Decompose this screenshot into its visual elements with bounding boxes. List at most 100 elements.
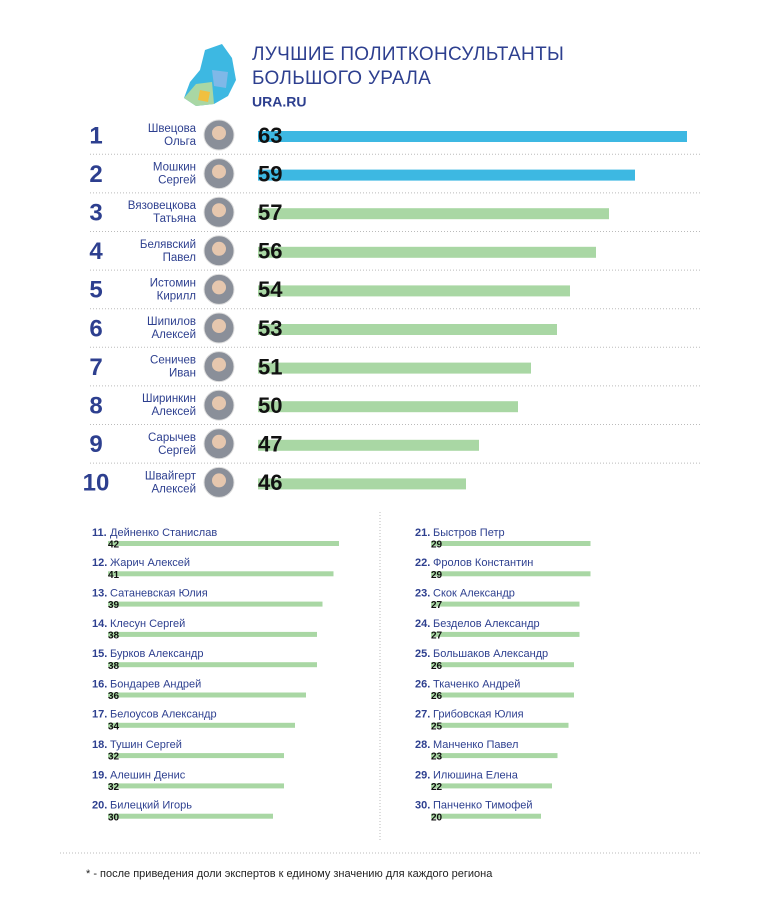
- value-label: 32: [108, 752, 120, 763]
- rank: 15.: [92, 648, 107, 660]
- name: Безделов Александр: [433, 618, 540, 630]
- value-label: 36: [108, 691, 120, 702]
- bar: [431, 631, 580, 637]
- rank: 20.: [92, 800, 107, 812]
- rank: 30.: [415, 800, 430, 812]
- source: URA.RU: [252, 94, 306, 110]
- rank: 24.: [415, 618, 430, 630]
- surname: Сеничев: [150, 355, 196, 367]
- bar: [258, 478, 466, 490]
- name: Ткаченко Андрей: [433, 678, 520, 690]
- photo-face: [212, 396, 226, 411]
- rank: 19.: [92, 769, 107, 781]
- value-label: 42: [108, 540, 120, 551]
- rank: 5: [89, 277, 102, 304]
- value-label: 34: [108, 721, 120, 732]
- rank: 18.: [92, 739, 107, 751]
- bar: [258, 285, 570, 297]
- photo-face: [212, 434, 226, 449]
- rank: 1: [89, 122, 102, 149]
- bar: [431, 662, 574, 668]
- bar: [108, 571, 334, 577]
- rank: 13.: [92, 588, 107, 600]
- given-name: Иван: [169, 368, 196, 380]
- photo-face: [212, 473, 226, 488]
- rank: 16.: [92, 678, 107, 690]
- value-label: 53: [258, 316, 282, 341]
- title-line: ЛУЧШИЕ ПОЛИТКОНСУЛЬТАНТЫ: [252, 44, 564, 65]
- name: Жарич Алексей: [110, 557, 190, 569]
- value-label: 23: [431, 752, 443, 763]
- rank: 23.: [415, 588, 430, 600]
- photo-face: [212, 164, 226, 179]
- bar: [431, 753, 558, 759]
- name: Илюшина Елена: [433, 769, 519, 781]
- value-label: 47: [258, 432, 282, 457]
- value-label: 46: [258, 470, 282, 495]
- photo-face: [212, 319, 226, 333]
- rank: 2: [89, 161, 102, 188]
- value-label: 38: [108, 661, 120, 672]
- bar: [108, 813, 273, 819]
- rank: 25.: [415, 648, 430, 660]
- name: Панченко Тимофей: [433, 800, 533, 812]
- surname: Истомин: [150, 277, 196, 289]
- bar: [108, 601, 323, 607]
- rank: 17.: [92, 709, 107, 721]
- rank: 28.: [415, 739, 430, 751]
- value-label: 20: [431, 812, 443, 823]
- rank: 11.: [92, 527, 107, 539]
- name: Дейненко Станислав: [110, 527, 217, 539]
- value-label: 30: [108, 812, 120, 823]
- title: ЛУЧШИЕ ПОЛИТКОНСУЛЬТАНТЫ БОЛЬШОГО УРАЛА: [252, 44, 564, 89]
- bar: [431, 722, 569, 728]
- name: Быстров Петр: [433, 527, 505, 539]
- name: Билецкий Игорь: [110, 800, 192, 812]
- value-label: 32: [108, 782, 120, 793]
- surname: Швайгерт: [145, 470, 197, 482]
- rank: 12.: [92, 557, 107, 569]
- surname: Шипилов: [147, 316, 196, 328]
- given-name: Кирилл: [157, 290, 196, 302]
- rank: 14.: [92, 618, 107, 630]
- value-label: 54: [258, 277, 283, 302]
- value-label: 27: [431, 631, 443, 642]
- name: Бурков Александр: [110, 648, 203, 660]
- rank: 22.: [415, 557, 430, 569]
- bar: [258, 208, 609, 220]
- value-label: 29: [431, 570, 443, 581]
- name: Грибовская Юлия: [433, 709, 524, 721]
- bar: [108, 662, 317, 668]
- photo-face: [212, 126, 226, 140]
- value-label: 38: [108, 631, 120, 642]
- photo-face: [212, 280, 226, 295]
- photo-face: [212, 241, 226, 256]
- bar: [431, 571, 591, 577]
- rank: 3: [89, 200, 102, 227]
- value-label: 50: [258, 393, 282, 418]
- given-name: Павел: [163, 252, 196, 264]
- photo-face: [212, 203, 226, 218]
- bar: [108, 631, 317, 637]
- surname: Сарычев: [148, 432, 196, 444]
- photo-face: [212, 357, 226, 372]
- name: Тушин Сергей: [110, 739, 182, 751]
- rank: 4: [89, 238, 103, 265]
- surname: Белявский: [140, 239, 196, 251]
- given-name: Ольга: [164, 136, 196, 148]
- rank: 6: [89, 315, 102, 342]
- bar: [258, 324, 557, 335]
- name: Фролов Константин: [433, 557, 533, 569]
- title-line: БОЛЬШОГО УРАЛА: [252, 68, 431, 89]
- bar: [108, 783, 284, 789]
- bar: [431, 813, 541, 819]
- surname: Мошкин: [153, 162, 196, 174]
- bar: [258, 362, 531, 374]
- bar: [258, 401, 518, 413]
- bar: [108, 722, 295, 728]
- bar: [258, 439, 479, 451]
- given-name: Алексей: [151, 329, 196, 341]
- region-map-icon: [184, 44, 236, 106]
- rank: 9: [89, 431, 102, 458]
- rank: 8: [89, 393, 102, 420]
